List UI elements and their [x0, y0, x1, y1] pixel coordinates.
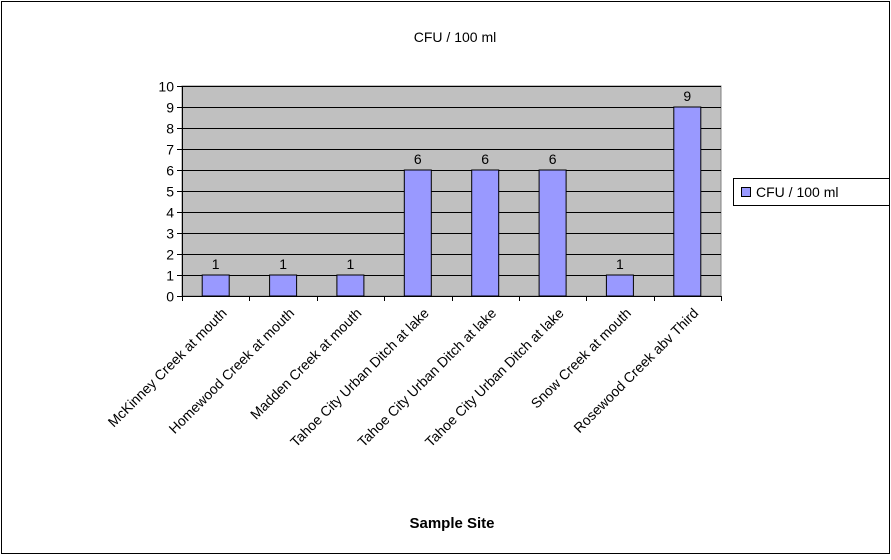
- bar: [201, 274, 230, 297]
- y-tick-label: 6: [166, 163, 174, 179]
- data-label: 6: [481, 151, 489, 167]
- chart-title: CFU / 100 ml: [414, 29, 496, 45]
- bar: [336, 274, 365, 297]
- y-tick-label: 2: [166, 247, 174, 263]
- y-tick-label: 3: [166, 226, 174, 242]
- bar: [403, 169, 432, 297]
- bar: [538, 169, 567, 297]
- data-label: 9: [683, 88, 691, 104]
- bar: [269, 274, 298, 297]
- y-tick-label: 0: [166, 289, 174, 305]
- data-label: 6: [414, 151, 422, 167]
- legend-box: [733, 178, 890, 206]
- y-tick-label: 1: [166, 268, 174, 284]
- y-tick-label: 10: [158, 79, 174, 95]
- data-label: 1: [347, 256, 355, 272]
- data-label: 1: [212, 256, 220, 272]
- data-label: 1: [279, 256, 287, 272]
- legend-label: CFU / 100 ml: [756, 184, 838, 200]
- y-tick-label: 7: [166, 142, 174, 158]
- legend-swatch: [741, 187, 751, 197]
- y-tick-label: 4: [166, 205, 174, 221]
- bar: [471, 169, 500, 297]
- bar: [605, 274, 634, 297]
- axes: 0 1 2 3 4 5 6 7 8 9 10: [158, 79, 722, 305]
- legend: CFU / 100 ml: [733, 178, 890, 206]
- x-axis-title: Sample Site: [409, 515, 494, 532]
- y-tick-label: 8: [166, 121, 174, 137]
- data-label: 1: [616, 256, 624, 272]
- data-label: 6: [549, 151, 557, 167]
- grid-lines: [182, 86, 721, 297]
- bars: 1 1 1 6 6 6 1 9: [201, 88, 702, 297]
- y-tick-label: 5: [166, 184, 174, 200]
- y-tick-label: 9: [166, 100, 174, 116]
- bar: [673, 106, 702, 297]
